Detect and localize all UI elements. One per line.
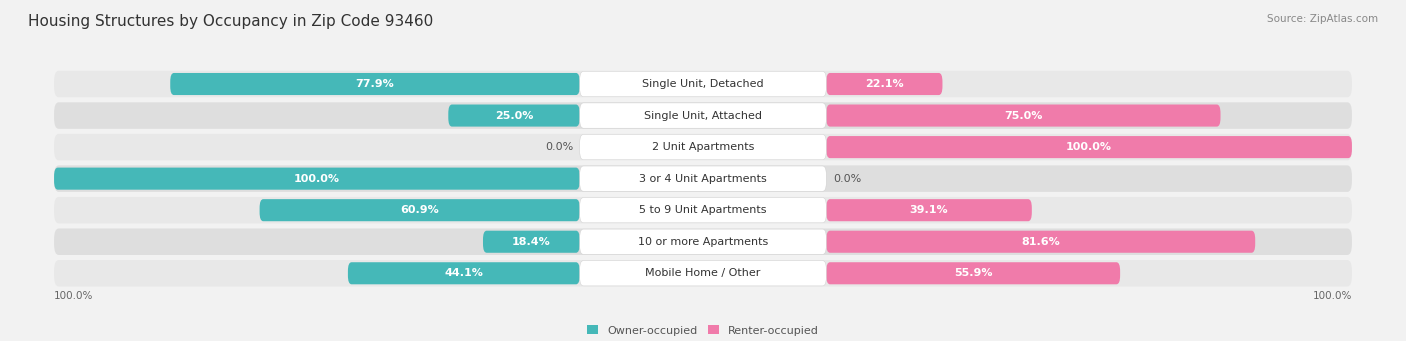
FancyBboxPatch shape xyxy=(449,104,579,127)
Text: 10 or more Apartments: 10 or more Apartments xyxy=(638,237,768,247)
Text: 100.0%: 100.0% xyxy=(1066,142,1112,152)
Text: 100.0%: 100.0% xyxy=(294,174,340,184)
FancyBboxPatch shape xyxy=(579,166,827,191)
FancyBboxPatch shape xyxy=(579,229,827,254)
Text: 22.1%: 22.1% xyxy=(865,79,904,89)
FancyBboxPatch shape xyxy=(827,231,1256,253)
FancyBboxPatch shape xyxy=(579,197,827,223)
Text: 2 Unit Apartments: 2 Unit Apartments xyxy=(652,142,754,152)
Text: 60.9%: 60.9% xyxy=(401,205,439,215)
FancyBboxPatch shape xyxy=(827,199,1032,221)
Text: 5 to 9 Unit Apartments: 5 to 9 Unit Apartments xyxy=(640,205,766,215)
FancyBboxPatch shape xyxy=(53,134,1353,160)
Text: 3 or 4 Unit Apartments: 3 or 4 Unit Apartments xyxy=(640,174,766,184)
Text: Single Unit, Attached: Single Unit, Attached xyxy=(644,110,762,121)
Text: Source: ZipAtlas.com: Source: ZipAtlas.com xyxy=(1267,14,1378,24)
FancyBboxPatch shape xyxy=(579,134,827,160)
Text: 39.1%: 39.1% xyxy=(910,205,949,215)
Text: 100.0%: 100.0% xyxy=(1313,291,1353,301)
FancyBboxPatch shape xyxy=(827,104,1220,127)
Text: 77.9%: 77.9% xyxy=(356,79,394,89)
Text: Mobile Home / Other: Mobile Home / Other xyxy=(645,268,761,278)
Text: 75.0%: 75.0% xyxy=(1004,110,1043,121)
Text: 0.0%: 0.0% xyxy=(832,174,860,184)
FancyBboxPatch shape xyxy=(53,197,1353,223)
FancyBboxPatch shape xyxy=(53,168,579,190)
FancyBboxPatch shape xyxy=(579,71,827,97)
Text: 100.0%: 100.0% xyxy=(53,291,93,301)
FancyBboxPatch shape xyxy=(53,165,1353,192)
FancyBboxPatch shape xyxy=(53,228,1353,255)
Text: 25.0%: 25.0% xyxy=(495,110,533,121)
FancyBboxPatch shape xyxy=(827,136,1353,158)
Text: 44.1%: 44.1% xyxy=(444,268,484,278)
FancyBboxPatch shape xyxy=(579,261,827,286)
FancyBboxPatch shape xyxy=(827,73,942,95)
FancyBboxPatch shape xyxy=(170,73,579,95)
FancyBboxPatch shape xyxy=(53,260,1353,286)
FancyBboxPatch shape xyxy=(827,262,1121,284)
Text: 0.0%: 0.0% xyxy=(546,142,574,152)
FancyBboxPatch shape xyxy=(53,102,1353,129)
FancyBboxPatch shape xyxy=(260,199,579,221)
Text: 18.4%: 18.4% xyxy=(512,237,551,247)
FancyBboxPatch shape xyxy=(347,262,579,284)
Text: Single Unit, Detached: Single Unit, Detached xyxy=(643,79,763,89)
FancyBboxPatch shape xyxy=(484,231,579,253)
FancyBboxPatch shape xyxy=(53,71,1353,97)
Text: 81.6%: 81.6% xyxy=(1021,237,1060,247)
FancyBboxPatch shape xyxy=(579,103,827,128)
Legend: Owner-occupied, Renter-occupied: Owner-occupied, Renter-occupied xyxy=(582,321,824,340)
Text: 55.9%: 55.9% xyxy=(953,268,993,278)
Text: Housing Structures by Occupancy in Zip Code 93460: Housing Structures by Occupancy in Zip C… xyxy=(28,14,433,29)
